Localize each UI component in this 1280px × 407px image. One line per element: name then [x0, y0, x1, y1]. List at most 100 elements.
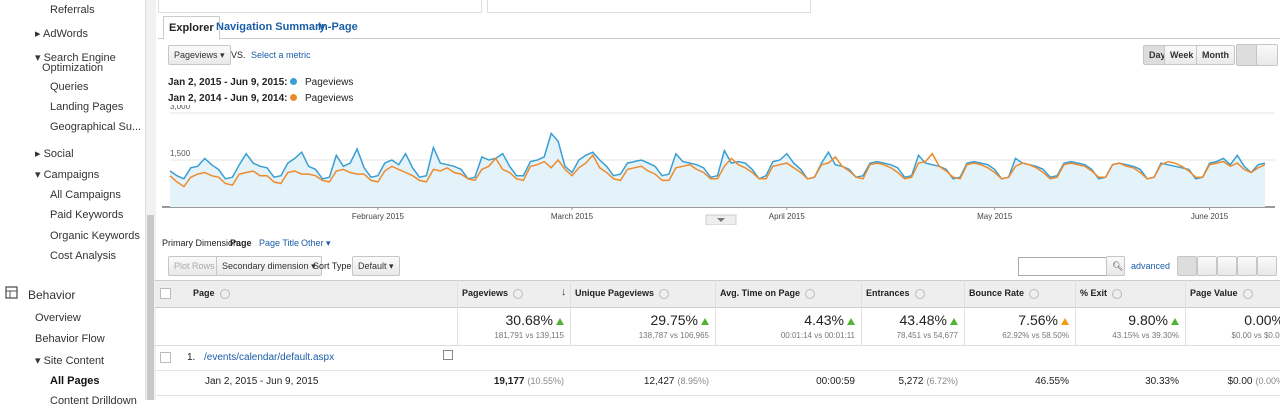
nav-item[interactable]: ▾ Campaigns	[35, 169, 100, 181]
collapse-arrow	[717, 218, 725, 222]
cell: 19,177 (10.55%)	[494, 376, 564, 387]
area	[170, 133, 1265, 207]
nav-item[interactable]: All Campaigns	[50, 189, 121, 201]
summary-compare: $0.00 vs $0.00	[1231, 331, 1280, 340]
nav-section[interactable]: Behavior	[28, 288, 76, 302]
view-button[interactable]	[1177, 256, 1197, 276]
dimension-option[interactable]: Other ▾	[301, 238, 331, 248]
legend-name: Pageviews	[305, 93, 354, 104]
dimension-current: Page	[230, 238, 252, 248]
x-tick-label: March 2015	[551, 212, 594, 221]
x-tick-label: June 2015	[1191, 212, 1229, 221]
row-page[interactable]: /events/calendar/default.aspx	[204, 352, 335, 363]
legend-dot	[290, 94, 297, 101]
line	[169, 152, 1266, 188]
nav-item[interactable]: ▸ Social	[35, 148, 74, 160]
summary-value: 4.43%	[804, 312, 855, 328]
metric-select[interactable]: Pageviews ▾	[168, 45, 231, 65]
change-arrow	[701, 318, 709, 325]
behavior-icon	[5, 286, 18, 299]
nav-item-active[interactable]: All Pages	[50, 375, 100, 387]
period-button[interactable]: Week	[1164, 45, 1200, 65]
help-icon[interactable]	[1029, 288, 1040, 299]
motion-chart-button[interactable]	[1256, 44, 1278, 66]
help-icon[interactable]	[219, 288, 230, 299]
plot-rows[interactable]: Plot Rows	[168, 256, 221, 276]
summary-row	[155, 307, 1280, 346]
sort-label: Sort Type:	[313, 261, 354, 271]
tab[interactable]: Navigation Summary	[216, 21, 326, 33]
checkbox[interactable]	[160, 352, 171, 363]
column-header[interactable]: Page	[193, 280, 230, 306]
nav-item[interactable]: Landing Pages	[50, 101, 124, 113]
chart: 1,500 3,000 February 2015 March 2015 April 2…	[162, 105, 1275, 225]
nav-item[interactable]: Behavior Flow	[35, 333, 105, 345]
column-divider	[1075, 280, 1076, 345]
column-header[interactable]: Avg. Time on Page	[720, 280, 816, 306]
cell: 46.55%	[1035, 376, 1069, 387]
help-icon[interactable]	[659, 288, 670, 299]
summary-value: 9.80%	[1128, 312, 1179, 328]
dimension-option[interactable]: Page Title	[259, 238, 300, 248]
row-open-icon[interactable]	[443, 350, 453, 360]
summary-value: 29.75%	[651, 312, 709, 328]
summary-value: 0.00%	[1244, 312, 1280, 328]
checkbox[interactable]	[160, 288, 171, 299]
legend-range: Jan 2, 2015 - Jun 9, 2015:	[168, 77, 288, 88]
x-tick-label: February 2015	[352, 212, 405, 221]
summary-compare: 138,787 vs 106,965	[638, 331, 709, 340]
legend-name: Pageviews	[305, 77, 354, 88]
column-divider	[1185, 280, 1186, 345]
help-icon[interactable]	[513, 288, 524, 299]
view-button[interactable]	[1217, 256, 1237, 276]
nav-item[interactable]: Referrals	[50, 4, 95, 16]
tab-active[interactable]: Explorer	[163, 16, 220, 40]
search-box[interactable]	[1018, 257, 1108, 276]
column-header[interactable]: Bounce Rate	[969, 280, 1040, 306]
change-arrow	[847, 318, 855, 325]
cell-percent: (10.55%)	[527, 376, 564, 386]
nav-item[interactable]: Geographical Su...	[50, 121, 142, 133]
line	[169, 131, 1266, 180]
column-header[interactable]: Entrances	[866, 280, 925, 306]
column-header[interactable]: Page Value	[1190, 280, 1253, 306]
cell-percent: (8.95%)	[677, 376, 709, 386]
legend-range: Jan 2, 2014 - Jun 9, 2014:	[168, 93, 288, 104]
cell-value: 5,272	[898, 376, 924, 387]
cell-value: 30.33%	[1145, 376, 1179, 387]
summary-value: 43.48%	[900, 312, 958, 328]
nav-item[interactable]: ▾ Site Content	[35, 355, 105, 367]
card	[487, 0, 811, 13]
sort-select[interactable]: Default ▾	[352, 256, 400, 276]
change-arrow	[950, 318, 958, 325]
search-button[interactable]: 🔍︎	[1106, 256, 1125, 276]
nav-item[interactable]: Paid Keywords	[50, 209, 124, 221]
view-button[interactable]	[1237, 256, 1257, 276]
view-button[interactable]	[1257, 256, 1277, 276]
secondary-dimension[interactable]: Secondary dimension ▾	[216, 256, 322, 276]
summary-value: 30.68%	[506, 312, 564, 328]
nav-item[interactable]: Queries	[50, 81, 89, 93]
period-button[interactable]: Month	[1196, 45, 1235, 65]
tab[interactable]: In-Page	[318, 21, 358, 33]
card	[158, 0, 482, 13]
select-metric[interactable]: Select a metric	[251, 50, 311, 60]
help-icon[interactable]	[1112, 288, 1123, 299]
nav-item[interactable]: ▾ Search Engine	[35, 52, 116, 64]
nav-item[interactable]: Overview	[35, 312, 81, 324]
line-chart-button[interactable]	[1236, 44, 1258, 66]
help-icon[interactable]	[914, 288, 925, 299]
column-header[interactable]: Unique Pageviews	[575, 280, 670, 306]
view-button[interactable]	[1197, 256, 1217, 276]
cell-value: 19,177	[493, 376, 525, 387]
advanced-link[interactable]: advanced	[1131, 261, 1171, 271]
nav-item[interactable]: Cost Analysis	[50, 250, 117, 262]
nav-item[interactable]: Organic Keywords	[50, 230, 140, 242]
nav-item[interactable]: ▸ AdWords	[35, 28, 89, 40]
help-icon[interactable]	[805, 288, 816, 299]
column-header[interactable]: % Exit	[1080, 280, 1123, 306]
help-icon[interactable]	[1242, 288, 1253, 299]
column-header[interactable]: Pageviews	[462, 280, 524, 306]
x-tick-label: April 2015	[769, 212, 806, 221]
nav-item[interactable]: Content Drilldown	[50, 395, 137, 407]
